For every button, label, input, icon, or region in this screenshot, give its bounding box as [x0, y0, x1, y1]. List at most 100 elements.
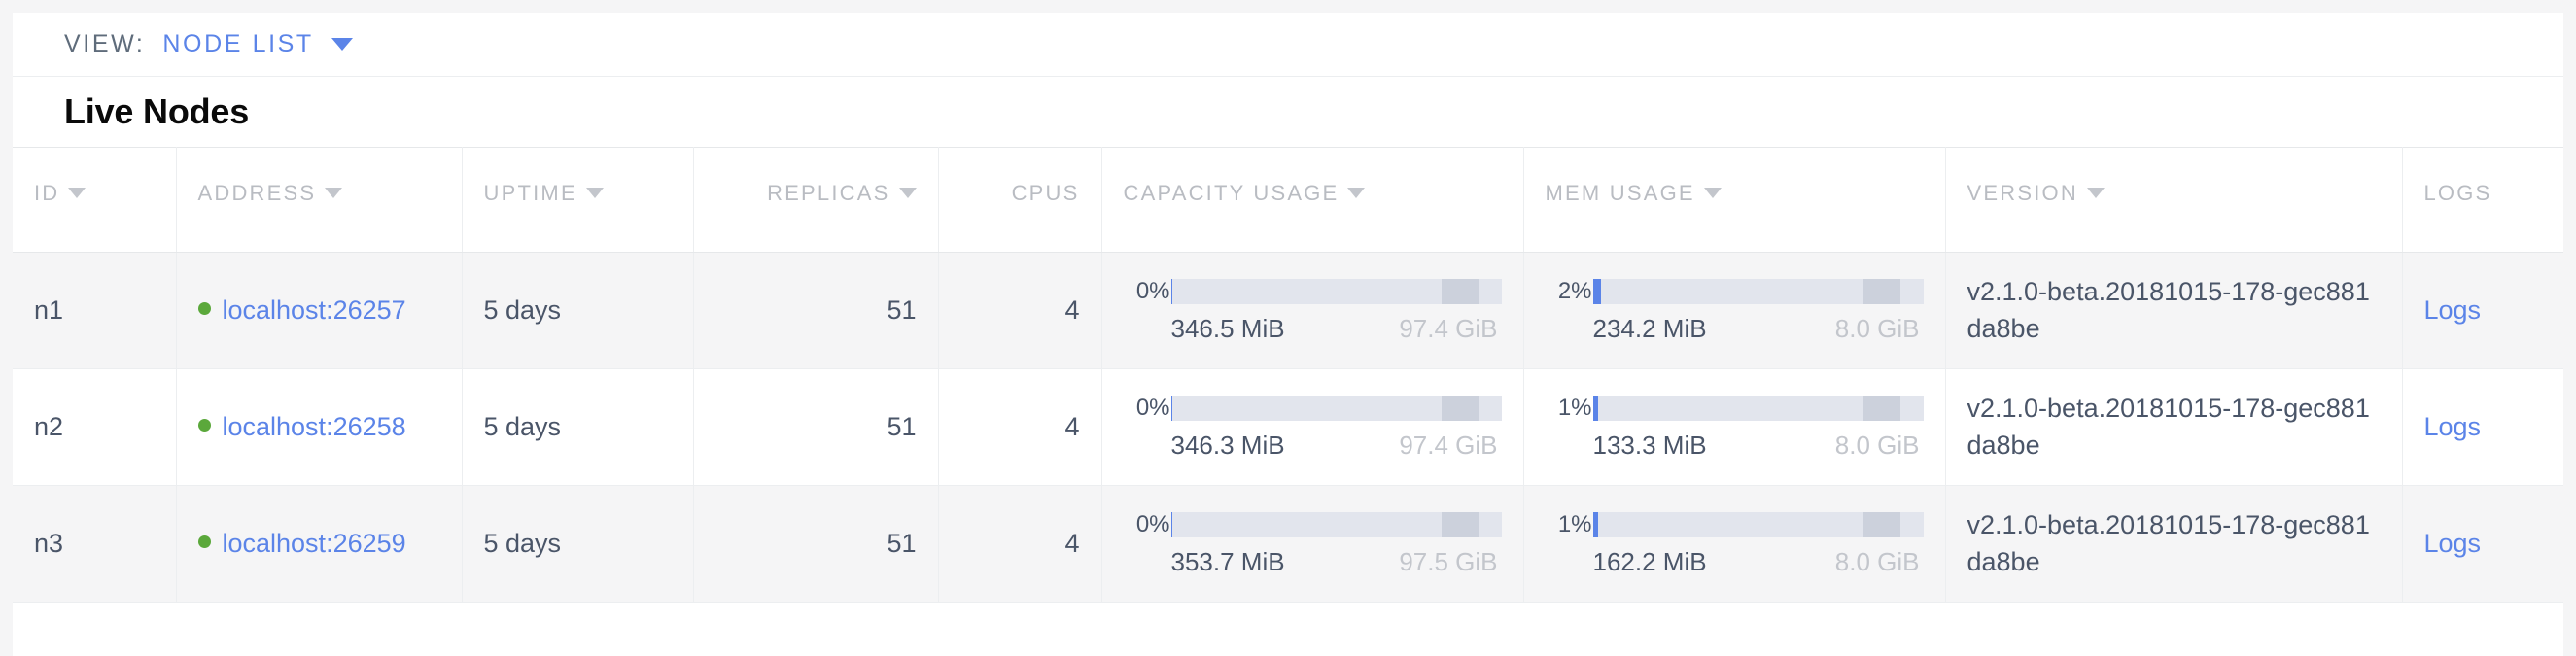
cell-capacity-usage: 0% 346.3 MiB 97.4 GiB [1101, 368, 1524, 486]
logs-link[interactable]: Logs [2423, 529, 2482, 558]
column-header-label: LOGS [2423, 180, 2492, 205]
table-row: n2 localhost:26258 5 days 51 4 0% [13, 368, 2563, 486]
cell-cpus: 4 [938, 252, 1102, 369]
version-text: v2.1.0-beta.20181015-178-gec881da8be [1967, 276, 2370, 343]
cell-logs: Logs [2402, 485, 2563, 603]
cell-replicas: 51 [693, 252, 939, 369]
capacity-percent: 0% [1135, 511, 1170, 537]
live-nodes-table: ID ADDRESS UPTIME REPLICAS CPUS CAPACITY… [13, 147, 2563, 603]
cell-logs: Logs [2402, 368, 2563, 486]
node-address-link[interactable]: localhost:26258 [222, 411, 406, 441]
chevron-down-icon[interactable] [331, 38, 353, 51]
column-header-version[interactable]: VERSION [1945, 147, 2403, 253]
capacity-bar-cap [1441, 279, 1479, 304]
column-header-label: VERSION [1967, 180, 2078, 205]
mem-percent: 1% [1557, 395, 1592, 421]
capacity-usage-bar: 0% 353.7 MiB 97.5 GiB [1124, 510, 1502, 577]
capacity-used: 346.5 MiB [1170, 314, 1285, 343]
column-header-replicas[interactable]: REPLICAS [693, 147, 939, 253]
capacity-total: 97.4 GiB [1399, 314, 1498, 343]
capacity-total: 97.5 GiB [1399, 547, 1498, 576]
cell-address: localhost:26257 [176, 252, 463, 369]
capacity-percent: 0% [1135, 395, 1170, 421]
capacity-bar-track [1170, 396, 1502, 421]
cell-mem-usage: 1% 162.2 MiB 8.0 GiB [1523, 485, 1946, 603]
cell-uptime: 5 days [462, 368, 694, 486]
mem-bar-track [1592, 279, 1924, 304]
table-row: n1 localhost:26257 5 days 51 4 0% [13, 252, 2563, 369]
sort-caret-icon [68, 187, 87, 198]
view-selector-value[interactable]: NODE LIST [162, 30, 314, 57]
mem-used: 162.2 MiB [1592, 547, 1707, 576]
mem-usage-bar: 1% 162.2 MiB 8.0 GiB [1546, 510, 1924, 577]
node-address-link[interactable]: localhost:26259 [222, 528, 406, 558]
mem-bar-fill [1592, 396, 1598, 421]
sort-caret-icon [585, 187, 604, 198]
table-body: n1 localhost:26257 5 days 51 4 0% [13, 252, 2563, 603]
mem-bar-track [1592, 396, 1924, 421]
column-header-label: REPLICAS [767, 180, 890, 205]
column-header-label: CPUS [1011, 180, 1080, 205]
mem-bar-fill [1592, 279, 1601, 304]
table-header-row: ID ADDRESS UPTIME REPLICAS CPUS CAPACITY… [13, 147, 2563, 253]
column-header-address[interactable]: ADDRESS [176, 147, 463, 253]
mem-percent: 1% [1557, 511, 1592, 537]
cell-version: v2.1.0-beta.20181015-178-gec881da8be [1945, 485, 2403, 603]
cell-capacity-usage: 0% 353.7 MiB 97.5 GiB [1101, 485, 1524, 603]
cell-uptime: 5 days [462, 485, 694, 603]
table-row: n3 localhost:26259 5 days 51 4 0% [13, 485, 2563, 603]
capacity-total: 97.4 GiB [1399, 431, 1498, 460]
section-header: Live Nodes [13, 77, 2563, 147]
cell-logs: Logs [2402, 252, 2563, 369]
health-status-dot-icon [197, 301, 211, 315]
mem-bar-cap [1862, 512, 1900, 537]
logs-link[interactable]: Logs [2423, 295, 2482, 325]
column-header-capacity-usage[interactable]: CAPACITY USAGE [1101, 147, 1524, 253]
node-address-link[interactable]: localhost:26257 [222, 294, 406, 325]
cell-node-id: n3 [13, 485, 177, 603]
mem-total: 8.0 GiB [1834, 547, 1920, 576]
mem-percent: 2% [1557, 278, 1592, 304]
cell-uptime: 5 days [462, 252, 694, 369]
health-status-dot-icon [197, 535, 211, 548]
cell-node-id: n2 [13, 368, 177, 486]
capacity-bar-fill [1170, 512, 1172, 537]
cell-cpus: 4 [938, 485, 1102, 603]
capacity-bar-cap [1441, 396, 1479, 421]
column-header-cpus[interactable]: CPUS [938, 147, 1102, 253]
health-status-dot-icon [197, 418, 211, 432]
column-header-label: MEM USAGE [1545, 180, 1695, 205]
mem-usage-bar: 1% 133.3 MiB 8.0 GiB [1546, 394, 1924, 461]
version-text: v2.1.0-beta.20181015-178-gec881da8be [1967, 393, 2370, 460]
version-text: v2.1.0-beta.20181015-178-gec881da8be [1967, 509, 2370, 576]
column-header-mem-usage[interactable]: MEM USAGE [1523, 147, 1946, 253]
column-header-label: UPTIME [483, 180, 577, 205]
view-label: VIEW: [64, 30, 146, 57]
mem-bar-cap [1862, 396, 1900, 421]
capacity-usage-bar: 0% 346.5 MiB 97.4 GiB [1124, 277, 1502, 344]
column-header-logs: LOGS [2402, 147, 2563, 253]
cell-replicas: 51 [693, 485, 939, 603]
sort-caret-icon [1347, 187, 1366, 198]
capacity-bar-fill [1170, 396, 1172, 421]
mem-total: 8.0 GiB [1834, 314, 1920, 343]
cell-capacity-usage: 0% 346.5 MiB 97.4 GiB [1101, 252, 1524, 369]
cell-mem-usage: 2% 234.2 MiB 8.0 GiB [1523, 252, 1946, 369]
capacity-percent: 0% [1135, 278, 1170, 304]
sort-caret-icon [898, 187, 917, 198]
column-header-id[interactable]: ID [13, 147, 177, 253]
mem-total: 8.0 GiB [1834, 431, 1920, 460]
cell-cpus: 4 [938, 368, 1102, 486]
logs-link[interactable]: Logs [2423, 412, 2482, 441]
capacity-bar-track [1170, 279, 1502, 304]
mem-used: 234.2 MiB [1592, 314, 1707, 343]
column-header-label: CAPACITY USAGE [1123, 180, 1340, 205]
column-header-uptime[interactable]: UPTIME [462, 147, 694, 253]
sort-caret-icon [325, 187, 343, 198]
page-title: Live Nodes [64, 91, 250, 131]
column-header-label: ID [34, 180, 60, 205]
capacity-bar-fill [1170, 279, 1172, 304]
view-selector-bar: VIEW: NODE LIST [13, 13, 2563, 77]
mem-used: 133.3 MiB [1592, 431, 1707, 460]
mem-bar-cap [1862, 279, 1900, 304]
